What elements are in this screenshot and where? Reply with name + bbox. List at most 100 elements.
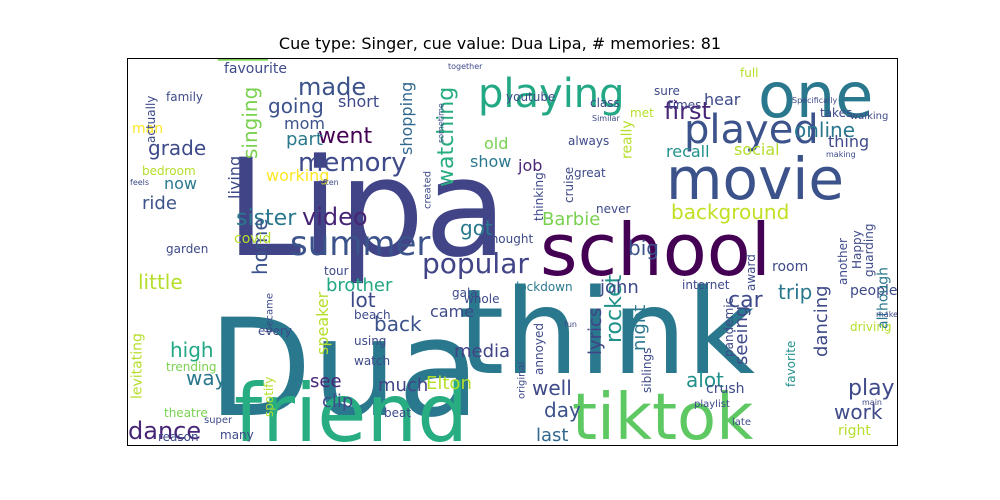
word-speaker: speaker <box>313 291 332 355</box>
word-high: high <box>170 338 214 362</box>
word-crush: crush <box>706 381 745 397</box>
word-home: home <box>248 218 272 275</box>
word-family: family <box>166 90 203 104</box>
word-really: really <box>620 120 636 159</box>
word-favourite: favourite <box>224 61 287 77</box>
word-similar: Similar <box>592 114 620 123</box>
word-john: john <box>599 277 639 298</box>
word-mom: mom <box>284 114 325 133</box>
word-class: class <box>590 96 620 110</box>
word-made: made <box>298 73 366 101</box>
word-thought: thought <box>486 232 533 246</box>
word-although: although <box>876 267 892 329</box>
word-gala: gala <box>452 286 478 300</box>
word-little: little <box>138 270 183 294</box>
word-lyrics: lyrics <box>585 308 606 355</box>
word-shopping: shopping <box>397 82 416 155</box>
word-car: car <box>728 288 764 313</box>
word-another: another <box>836 238 850 285</box>
word-first: first <box>664 97 711 125</box>
word-favorite: favorite <box>784 341 798 387</box>
word-now: now <box>164 174 197 193</box>
word-clip: clip <box>322 391 353 412</box>
word-super: super <box>204 415 233 426</box>
word-always: always <box>568 134 609 148</box>
word-recall: recall <box>666 142 710 161</box>
word-main: main <box>862 398 882 407</box>
word-work: work <box>834 400 883 424</box>
word-bedroom: bedroom <box>142 164 196 178</box>
word-annoyed: annoyed <box>532 323 546 375</box>
word-video: video <box>302 203 368 231</box>
word-times: times <box>668 98 701 112</box>
word-dancing: dancing <box>811 285 832 357</box>
word-tour: tour <box>324 264 349 278</box>
word-fun: fun <box>564 320 577 329</box>
word-rocket: rocket <box>602 274 627 343</box>
word-seeing: seeing <box>731 306 752 365</box>
word-created: created <box>422 171 433 209</box>
word-making: making <box>826 150 856 159</box>
word-playlist: playlist <box>694 399 730 410</box>
word-think: think <box>458 263 755 401</box>
word-day: day <box>544 398 581 422</box>
word-back: back <box>374 312 422 336</box>
word-played: played <box>684 107 819 153</box>
word-tiktok: tiktok <box>572 381 753 446</box>
word-barbie: Barbie <box>542 209 600 230</box>
word-thing: thing <box>828 132 869 151</box>
word-make: make <box>876 310 898 319</box>
word-beach: beach <box>354 308 391 322</box>
word-became: became <box>264 293 275 333</box>
word-cruise: cruise <box>562 167 576 203</box>
word-working: working <box>266 166 329 185</box>
word-every: every <box>258 324 292 338</box>
word-many: many <box>220 428 254 442</box>
word-media: media <box>454 341 510 362</box>
word-whole: whole <box>464 292 499 306</box>
word-job: job <box>517 156 542 175</box>
word-full: full <box>740 66 759 80</box>
word-radio: radio <box>183 59 290 69</box>
word-much: much <box>378 375 428 396</box>
word-living: living <box>225 156 244 199</box>
word-youtube: youtube <box>506 90 555 104</box>
word-background: background <box>671 200 789 224</box>
word-hear: hear <box>704 90 741 109</box>
word-driving: driving <box>850 320 892 334</box>
word-summer: summer <box>290 224 430 264</box>
word-singing: singing <box>238 87 262 159</box>
word-short: short <box>338 92 379 111</box>
word-dua: Dua <box>208 290 480 446</box>
word-movie: movie <box>666 145 844 213</box>
word-one: one <box>758 59 873 132</box>
word-beat: beat <box>384 406 411 420</box>
word-sister: sister <box>236 206 297 231</box>
word-got: got <box>460 216 493 240</box>
word-sure: sure <box>654 84 680 98</box>
word-play: play <box>848 376 895 401</box>
word-siblings: siblings <box>640 348 654 393</box>
word-elton: Elton <box>426 373 472 394</box>
word-memory: memory <box>298 148 407 178</box>
word-last: last <box>536 425 568 446</box>
word-original: original <box>516 362 527 399</box>
word-playing: playing <box>478 71 625 117</box>
word-walking: walking <box>850 111 888 122</box>
word-late: late <box>732 417 751 428</box>
word-takes: takes <box>820 106 852 120</box>
word-together: together <box>448 62 483 71</box>
word-feels: feels <box>130 178 149 187</box>
word-well: well <box>532 376 572 400</box>
word-alot: alot <box>686 368 724 392</box>
word-watch: watch <box>354 354 390 368</box>
word-brother: brother <box>326 275 393 296</box>
word-social: social <box>734 140 780 159</box>
word-award: award <box>744 254 758 291</box>
word-came: came <box>430 302 474 321</box>
word-ride: ride <box>142 193 177 214</box>
word-great: great <box>574 166 606 180</box>
word-thinking: thinking <box>532 172 546 221</box>
